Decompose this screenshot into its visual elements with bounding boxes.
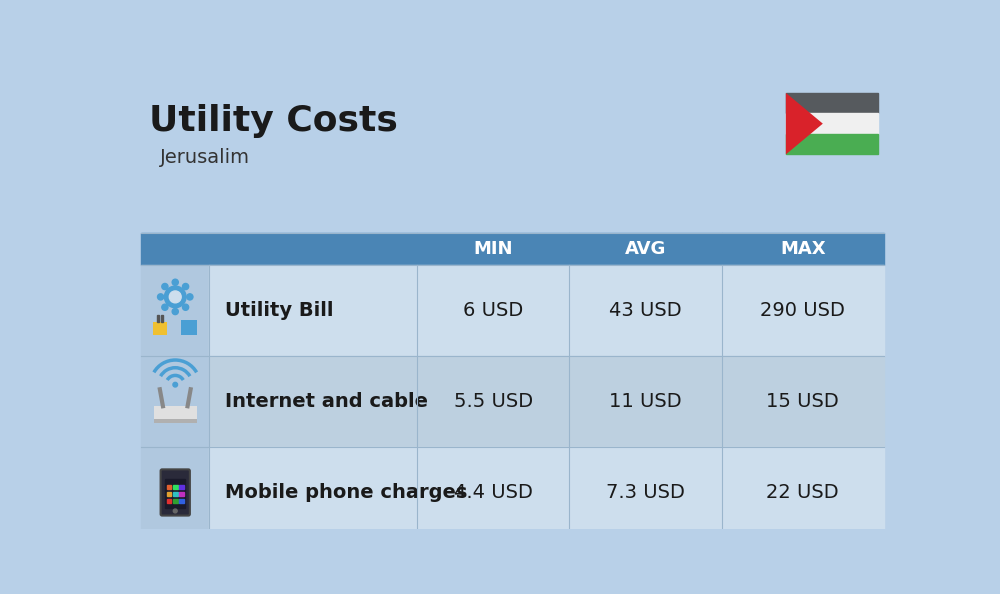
Bar <box>141 447 209 538</box>
Circle shape <box>172 308 178 315</box>
Text: 290 USD: 290 USD <box>760 301 845 320</box>
Circle shape <box>173 383 178 387</box>
Circle shape <box>162 283 168 290</box>
Bar <box>173 492 178 497</box>
Bar <box>569 356 722 447</box>
Bar <box>141 356 209 447</box>
Bar <box>167 498 171 503</box>
Text: 5.5 USD: 5.5 USD <box>454 392 533 411</box>
Bar <box>209 266 417 356</box>
Circle shape <box>173 509 177 513</box>
FancyBboxPatch shape <box>161 469 190 516</box>
Text: AVG: AVG <box>625 240 666 258</box>
Bar <box>181 320 197 336</box>
Circle shape <box>169 291 181 303</box>
Text: 6 USD: 6 USD <box>463 301 523 320</box>
Text: Internet and cable: Internet and cable <box>225 392 428 411</box>
Bar <box>141 233 209 266</box>
Bar <box>569 447 722 538</box>
Text: 4.4 USD: 4.4 USD <box>454 483 533 502</box>
Bar <box>569 233 722 266</box>
Polygon shape <box>786 93 823 154</box>
Text: MIN: MIN <box>474 240 513 258</box>
Circle shape <box>183 304 189 310</box>
Bar <box>165 479 185 508</box>
Bar <box>141 266 209 356</box>
Bar <box>173 498 178 503</box>
Text: 15 USD: 15 USD <box>766 392 839 411</box>
Bar <box>209 356 417 447</box>
Bar <box>179 498 184 503</box>
Bar <box>417 447 569 538</box>
Bar <box>722 266 884 356</box>
Bar <box>417 266 569 356</box>
Bar <box>786 113 878 134</box>
Bar <box>154 406 197 419</box>
Text: 22 USD: 22 USD <box>766 483 839 502</box>
Bar <box>786 93 878 113</box>
Text: 11 USD: 11 USD <box>609 392 682 411</box>
Circle shape <box>172 279 178 285</box>
Bar <box>167 492 171 497</box>
Circle shape <box>158 294 164 300</box>
Text: Utility Costs: Utility Costs <box>149 103 398 138</box>
Bar <box>209 447 417 538</box>
Bar <box>179 492 184 497</box>
Bar <box>173 485 178 489</box>
Bar <box>569 266 722 356</box>
Circle shape <box>164 286 186 308</box>
Text: Jerusalim: Jerusalim <box>160 148 250 168</box>
Circle shape <box>183 283 189 290</box>
Bar <box>417 233 569 266</box>
Text: MAX: MAX <box>780 240 826 258</box>
Text: 7.3 USD: 7.3 USD <box>606 483 685 502</box>
Bar <box>417 356 569 447</box>
Bar <box>722 233 884 266</box>
Bar <box>179 485 184 489</box>
Bar <box>161 315 163 321</box>
Text: 43 USD: 43 USD <box>609 301 682 320</box>
Text: Utility Bill: Utility Bill <box>225 301 333 320</box>
Bar <box>153 321 167 336</box>
Circle shape <box>187 294 193 300</box>
Text: Mobile phone charges: Mobile phone charges <box>225 483 467 502</box>
Bar <box>167 485 171 489</box>
Bar <box>786 134 878 154</box>
Bar <box>154 419 197 423</box>
Bar <box>722 447 884 538</box>
Bar <box>209 233 417 266</box>
Bar <box>722 356 884 447</box>
Circle shape <box>162 304 168 310</box>
Bar <box>157 315 159 321</box>
